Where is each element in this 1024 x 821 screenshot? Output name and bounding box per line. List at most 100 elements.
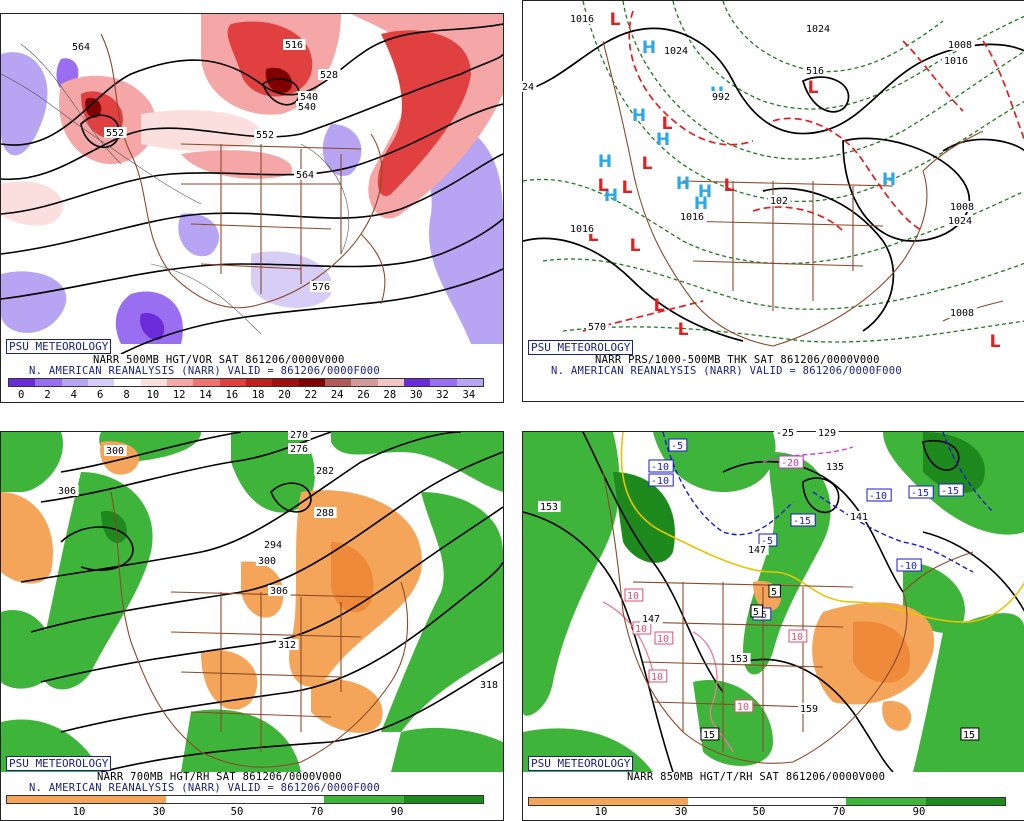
temperature-label: 10 [635,624,647,635]
panel-title-line1: NARR 700MB HGT/RH SAT 861206/0000V000 [97,771,342,783]
panel-title-line1: NARR 500MB HGT/VOR SAT 861206/0000V000 [93,354,345,366]
legend-swatch [766,798,847,805]
temperature-label: 10 [657,634,669,645]
legend-tick-label: 22 [304,389,318,401]
legend-tick-label: 26 [357,389,370,401]
legend-swatch [244,796,325,803]
high-pressure-marker: H [676,174,690,194]
high-pressure-marker: H [604,186,618,206]
legend-tick-label: 50 [230,806,244,818]
legend-swatch [140,379,167,386]
legend-tick-label: 30 [409,389,423,401]
temperature-label: 15 [703,730,715,741]
psu-meteorology-badge: PSU METEOROLOGY [528,756,634,771]
temperature-box [654,631,674,645]
temperature-label: -15 [911,488,929,499]
legend-swatch [430,379,457,386]
legend-tick-label: 4 [70,389,77,401]
temperature-label: 5 [753,607,759,618]
panel-title-line1: NARR PRS/1000-500MB THK SAT 861206/0000V… [595,354,880,366]
low-pressure-marker: L [808,78,819,98]
panel-500mb-vorticity: PSU METEOROLOGY NARR 500MB HGT/VOR SAT 8… [0,13,504,403]
legend-swatch [687,798,767,805]
panel-title-line2: N. AMERICAN REANALYSIS (NARR) VALID = 86… [29,782,380,794]
legend-tick-label: 20 [278,389,291,401]
low-pressure-marker: L [588,226,599,246]
legend-swatch [166,379,194,386]
high-pressure-marker: H [694,194,708,214]
legend-swatch [9,379,36,386]
legend-swatch [272,379,299,386]
temperature-label: -15 [941,486,959,497]
legend-tick-label: 30 [152,806,166,818]
psu-meteorology-badge: PSU METEOROLOGY [6,339,112,354]
temperature-box [750,604,763,618]
temperature-label: -10 [869,491,887,502]
temperature-box [648,669,668,683]
high-pressure-marker: H [882,170,896,190]
legend-tick-label: 70 [832,806,846,818]
temperature-label: 10 [627,591,639,602]
legend-swatch [245,379,273,386]
high-pressure-marker: H [642,38,656,58]
panel-850mb-temp-rh: -5-10-10-5-15-10-15-15-10-55510101010101… [522,431,1024,821]
temperature-labels: -5-10-10-5-15-10-15-15-10-55510101010101… [624,438,980,741]
legend-swatch [86,796,166,803]
temperature-box [788,629,808,643]
high-pressure-marker: H [632,106,646,126]
temperature-label: -10 [651,462,669,473]
legend-tick-label: 50 [752,806,766,818]
panel-title-line2: N. AMERICAN REANALYSIS (NARR) VALID = 86… [29,365,380,377]
temperature-label: -5 [761,536,773,547]
legend-tick-label: 10 [594,806,608,818]
temperature-label: -10 [651,476,669,487]
low-pressure-marker: L [610,10,621,30]
legend-tick-label: 8 [123,389,130,401]
legend-swatch [298,379,325,386]
temperature-label: -5 [671,441,683,452]
temperature-box [624,588,644,602]
legend-tick-label: 90 [912,806,926,818]
legend-swatch [846,798,926,805]
pressure-map [523,1,1024,356]
temperature-label: -15 [793,516,811,527]
temperature-label: 15 [963,730,975,741]
temperature-box [648,473,674,487]
low-pressure-marker: L [642,154,653,174]
low-pressure-marker: L [598,176,609,196]
legend-swatch [403,379,431,386]
legend-tick-label: 32 [436,389,449,401]
legend-swatch [324,796,404,803]
low-pressure-marker: L [724,176,735,196]
temperature-label: 10 [791,632,803,643]
legend-swatch [377,379,404,386]
legend-swatch [403,796,483,803]
temperature-box [668,438,688,452]
temperature-box [960,727,980,741]
low-pressure-marker: L [630,236,641,256]
rh700-map [1,432,503,772]
legend-tick-label: 34 [462,389,476,401]
legend-tick-label: 70 [310,806,324,818]
legend-tick-label: 10 [146,389,160,401]
temperature-label: 10 [737,702,749,713]
temperature-box [648,459,674,473]
panel-700mb-rh: PSU METEOROLOGY NARR 700MB HGT/RH SAT 86… [0,431,504,821]
temperature-box [734,699,754,713]
legend-tick-label: 30 [674,806,688,818]
legend-tick-label: 28 [383,389,397,401]
rh-color-legend [6,795,484,804]
legend-swatch [219,379,246,386]
psu-meteorology-badge: PSU METEOROLOGY [528,340,634,355]
rh-color-legend [528,797,1006,806]
legend-tick-label: 12 [172,389,186,401]
high-pressure-marker: H [656,130,670,150]
panel-title-line1: NARR 850MB HGT/T/RH SAT 861206/0000V000 [627,771,886,783]
temperature-label: -10 [899,561,917,572]
temperature-box [778,455,804,469]
legend-tick-label: 10 [72,806,86,818]
panel-title-line2: N. AMERICAN REANALYSIS (NARR) VALID = 86… [551,365,902,377]
temperature-box [768,584,781,598]
legend-swatch [61,379,88,386]
